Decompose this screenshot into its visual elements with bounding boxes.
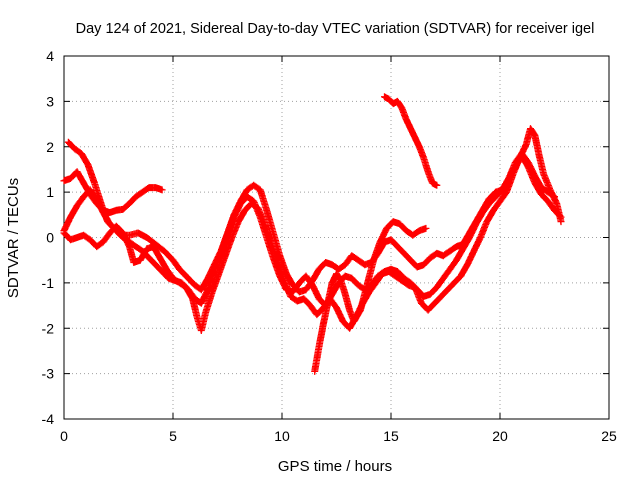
x-axis-label: GPS time / hours [278,458,392,475]
series-markers [64,138,558,296]
y-tick-label: 2 [46,139,54,155]
y-tick-label: -3 [42,366,55,382]
x-tick-label: 15 [383,428,399,444]
y-tick-label: -1 [42,275,55,291]
series-markers [60,125,565,334]
series-markers [311,218,430,375]
series-track-d [60,152,565,310]
data-marks [60,93,565,375]
series-track-f [381,93,441,189]
chart-title: Day 124 of 2021, Sidereal Day-to-day VTE… [76,21,595,37]
y-tick-label: 0 [46,230,54,246]
y-tick-label: 3 [46,93,54,109]
y-tick-label: 1 [46,184,54,200]
axis-ticks: 0 5 10 15 20 25 -4 -3 -2 -1 0 1 2 3 4 [42,48,617,444]
series-track-e [311,218,430,375]
x-tick-label: 0 [60,428,68,444]
series-markers [381,93,441,189]
x-tick-label: 10 [274,428,290,444]
x-tick-label: 25 [601,428,617,444]
series-track-c [60,125,565,334]
series-track-b [64,138,558,296]
y-tick-label: 4 [46,48,54,64]
y-tick-label: -4 [42,411,55,427]
y-tick-label: -2 [42,320,55,336]
y-axis-label: SDTVAR / TECUs [5,178,22,298]
x-tick-label: 5 [169,428,177,444]
x-tick-label: 20 [492,428,508,444]
series-markers [60,152,565,310]
